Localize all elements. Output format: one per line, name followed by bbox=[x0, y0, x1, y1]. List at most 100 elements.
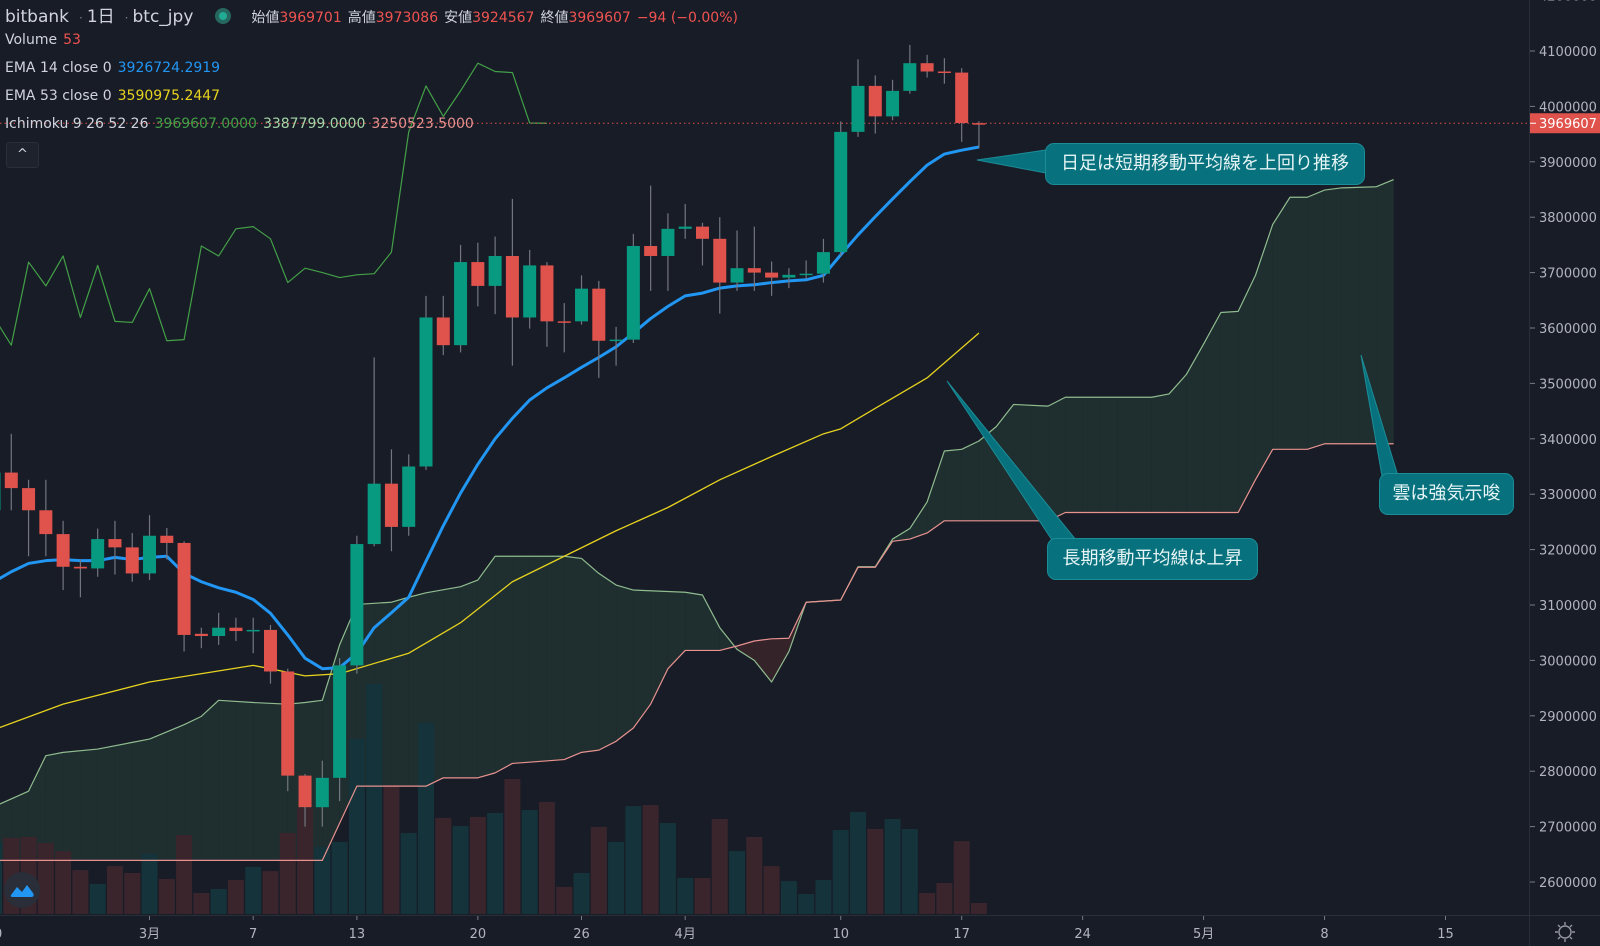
candle-body bbox=[315, 777, 329, 808]
candle bbox=[505, 198, 519, 366]
candle-body bbox=[747, 268, 761, 273]
candle-body bbox=[972, 123, 986, 125]
candle-body bbox=[194, 633, 208, 637]
symbol-legend: bitbank · 1日 · btc_jpy 始値3969701 高値3973086 安値39… bbox=[5, 2, 750, 27]
candle bbox=[419, 295, 433, 470]
annotation-cloud[interactable]: 雲は強気示唆 bbox=[1379, 473, 1514, 515]
cloud-segment bbox=[754, 638, 772, 683]
collapse-legend-button[interactable]: ^ bbox=[6, 142, 39, 168]
cloud-segment bbox=[460, 580, 478, 778]
indicator-lines bbox=[0, 62, 1530, 861]
cloud-segment bbox=[961, 441, 979, 521]
annotation-long-ema[interactable]: 長期移動平均線は上昇 bbox=[1047, 538, 1258, 580]
volume-bar bbox=[763, 866, 780, 914]
settings-gear-icon[interactable] bbox=[1555, 922, 1575, 942]
candle bbox=[177, 541, 191, 652]
cloud-segment bbox=[235, 701, 254, 861]
cloud-segment bbox=[80, 749, 98, 861]
candle bbox=[350, 535, 364, 674]
ichimoku-legend[interactable]: Ichimoku 9 26 52 26 3969607.0000 3387799.0… bbox=[5, 116, 480, 132]
volume-bar bbox=[711, 819, 728, 914]
candle-body bbox=[955, 72, 969, 124]
candle-body bbox=[592, 288, 606, 341]
cloud-segment bbox=[1065, 397, 1083, 513]
volume-bar bbox=[452, 826, 469, 914]
cloud-segment bbox=[1117, 397, 1135, 513]
candle-body bbox=[765, 272, 779, 278]
time-tick-label: 5月 bbox=[1193, 927, 1214, 942]
volume-bar bbox=[953, 841, 970, 914]
ema53-legend[interactable]: EMA 53 close 0 3590975.2447 bbox=[5, 88, 226, 104]
ema14-legend[interactable]: EMA 14 close 0 3926724.2919 bbox=[5, 60, 226, 76]
cloud-segment bbox=[927, 450, 945, 533]
candlesticks bbox=[0, 44, 986, 827]
cloud-segment bbox=[218, 700, 236, 861]
candle-body bbox=[0, 472, 1, 511]
candle-body bbox=[868, 85, 882, 117]
annotation-short-ema[interactable]: 日足は短期移動平均線を上回り推移 bbox=[1045, 143, 1365, 185]
candle bbox=[471, 242, 485, 307]
candle bbox=[436, 295, 450, 356]
cloud-segment bbox=[1082, 397, 1100, 513]
volume-bar bbox=[780, 881, 797, 914]
volume-bar bbox=[746, 836, 763, 914]
candle bbox=[713, 217, 727, 314]
volume-bar bbox=[677, 877, 694, 914]
tradingview-logo-icon[interactable] bbox=[4, 872, 40, 908]
candle-body bbox=[454, 262, 468, 346]
volume-bar bbox=[348, 739, 365, 914]
time-tick-label: 26 bbox=[573, 927, 590, 942]
candle-body bbox=[39, 510, 53, 535]
candle bbox=[194, 627, 208, 649]
candle bbox=[575, 275, 589, 325]
volume-bar bbox=[469, 816, 486, 914]
market-status-icon bbox=[215, 8, 232, 24]
ichimoku-span-b-line bbox=[0, 443, 1394, 861]
volume-bar bbox=[832, 830, 849, 914]
candle bbox=[333, 658, 347, 802]
candle-body bbox=[661, 228, 675, 256]
volume-bar bbox=[608, 841, 625, 914]
close-label: 終値 bbox=[540, 10, 569, 26]
candle-body bbox=[471, 262, 485, 286]
volume-bar bbox=[556, 886, 573, 914]
volume-bar bbox=[72, 870, 89, 914]
volume-bar bbox=[590, 826, 607, 914]
candle-body bbox=[695, 226, 709, 239]
candle-body bbox=[609, 339, 623, 342]
ema14-value: 3926724.2919 bbox=[117, 60, 221, 76]
candle-body bbox=[505, 255, 519, 318]
candle bbox=[229, 617, 243, 642]
candle bbox=[402, 454, 416, 536]
time-axis[interactable]: 20 3月 7 13 20 26 4月 10 17 24 5月 8 15 bbox=[0, 916, 1454, 942]
cloud-segment bbox=[201, 700, 219, 861]
low-value: 3924567 bbox=[472, 10, 535, 26]
volume-bar bbox=[867, 829, 884, 914]
interval-label[interactable]: 1日 bbox=[86, 7, 115, 27]
cloud-segment bbox=[149, 731, 167, 861]
volume-bar bbox=[815, 880, 832, 914]
candle-body bbox=[212, 627, 226, 637]
candle bbox=[609, 326, 623, 366]
candle-body bbox=[160, 535, 174, 543]
cloud-segment bbox=[495, 556, 513, 773]
volume-legend[interactable]: Volume 53 bbox=[5, 32, 87, 48]
exchange-name[interactable]: bitbank bbox=[5, 7, 70, 27]
cloud-segment bbox=[512, 556, 530, 764]
cloud-segment bbox=[598, 573, 617, 751]
volume-bar bbox=[487, 812, 504, 914]
candle-body bbox=[920, 63, 934, 72]
symbol-name[interactable]: btc_jpy bbox=[132, 7, 194, 27]
price-tick-label: 3900000 bbox=[1539, 156, 1597, 171]
candle bbox=[799, 260, 813, 279]
cloud-segment bbox=[616, 585, 634, 742]
candle bbox=[851, 59, 865, 137]
cloud-segment bbox=[132, 739, 150, 861]
volume-bar bbox=[625, 806, 642, 914]
candle bbox=[384, 449, 398, 552]
candle-body bbox=[4, 472, 18, 489]
price-axis[interactable]: 4200000 4100000 4000000 3900000 3800000 37000… bbox=[1530, 0, 1600, 891]
candle bbox=[281, 668, 295, 792]
candle bbox=[695, 222, 709, 266]
